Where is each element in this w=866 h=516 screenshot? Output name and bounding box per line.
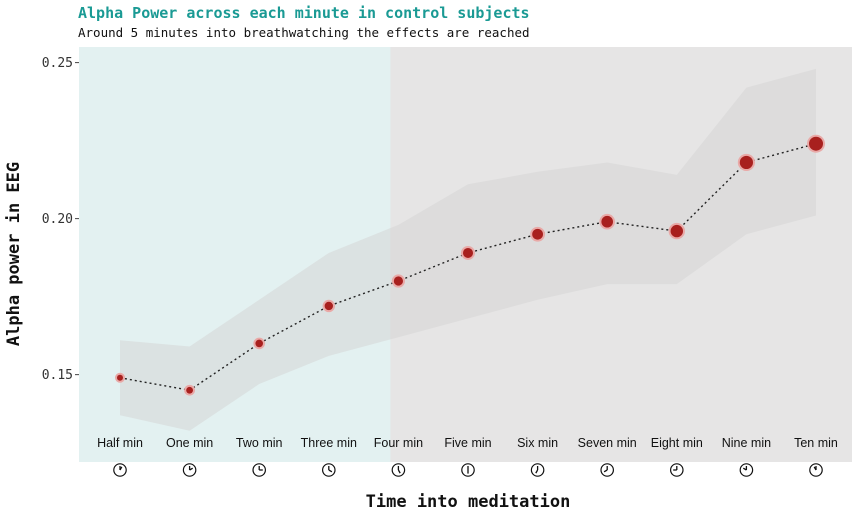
- x-tick-label: Seven min: [578, 436, 637, 450]
- data-points: [115, 134, 825, 396]
- x-tick-label: Eight min: [651, 436, 703, 450]
- x-axis-label: Time into meditation: [366, 492, 571, 512]
- x-category-labels: Half min One min Two min Three min Four min F…: [97, 436, 838, 450]
- data-point: [322, 299, 335, 313]
- x-tick-label: Ten min: [794, 436, 838, 450]
- x-clock-icons: [113, 463, 823, 477]
- clock-icon: [113, 463, 127, 477]
- data-point-marker: [670, 224, 683, 238]
- x-tick-label: Nine min: [722, 436, 771, 450]
- chart-subtitle: Around 5 minutes into breathwatching the…: [78, 25, 530, 40]
- data-point-marker: [463, 247, 473, 258]
- data-point-marker: [601, 215, 613, 228]
- series-line: [119, 143, 817, 391]
- data-point-marker: [809, 136, 823, 151]
- data-point: [530, 226, 545, 242]
- data-point-marker: [532, 228, 543, 240]
- data-point: [184, 384, 196, 396]
- data-point-marker: [393, 276, 403, 286]
- x-tick-label: One min: [166, 436, 213, 450]
- clock-icon: [669, 463, 684, 477]
- x-tick-label: Four min: [374, 436, 423, 450]
- x-tick-label: Three min: [301, 436, 357, 450]
- series-dotted-line: [119, 143, 817, 391]
- clock-icon: [321, 463, 336, 477]
- clock-icon: [809, 463, 823, 477]
- clock-icon: [530, 463, 545, 477]
- data-point: [737, 153, 756, 172]
- clock-icon: [739, 463, 754, 477]
- data-point-marker: [324, 301, 333, 311]
- y-tick-label: 0.15: [42, 368, 73, 383]
- clock-icon: [252, 463, 267, 477]
- clock-icon: [461, 463, 475, 477]
- y-axis: 0.15 0.20 0.25: [42, 56, 79, 383]
- data-point-marker: [186, 386, 194, 394]
- data-point: [115, 372, 125, 383]
- data-point: [668, 222, 685, 240]
- clock-icon: [391, 463, 406, 477]
- x-tick-label: Six min: [517, 436, 558, 450]
- data-point-marker: [255, 339, 263, 348]
- x-tick-label: Five min: [444, 436, 491, 450]
- data-point: [807, 134, 825, 153]
- y-tick-label: 0.20: [42, 212, 73, 227]
- data-point: [253, 337, 265, 350]
- x-tick-label: Half min: [97, 436, 143, 450]
- data-point-marker: [739, 155, 754, 170]
- x-tick-label: Two min: [236, 436, 283, 450]
- clock-icon: [600, 463, 614, 477]
- chart-title: Alpha Power across each minute in contro…: [78, 4, 530, 22]
- data-point: [391, 274, 405, 288]
- data-point-marker: [117, 374, 123, 381]
- data-point: [461, 245, 475, 260]
- y-tick-label: 0.25: [42, 56, 73, 71]
- clock-icon: [182, 463, 197, 477]
- data-point: [599, 213, 615, 230]
- y-axis-label: Alpha power in EEG: [4, 162, 24, 346]
